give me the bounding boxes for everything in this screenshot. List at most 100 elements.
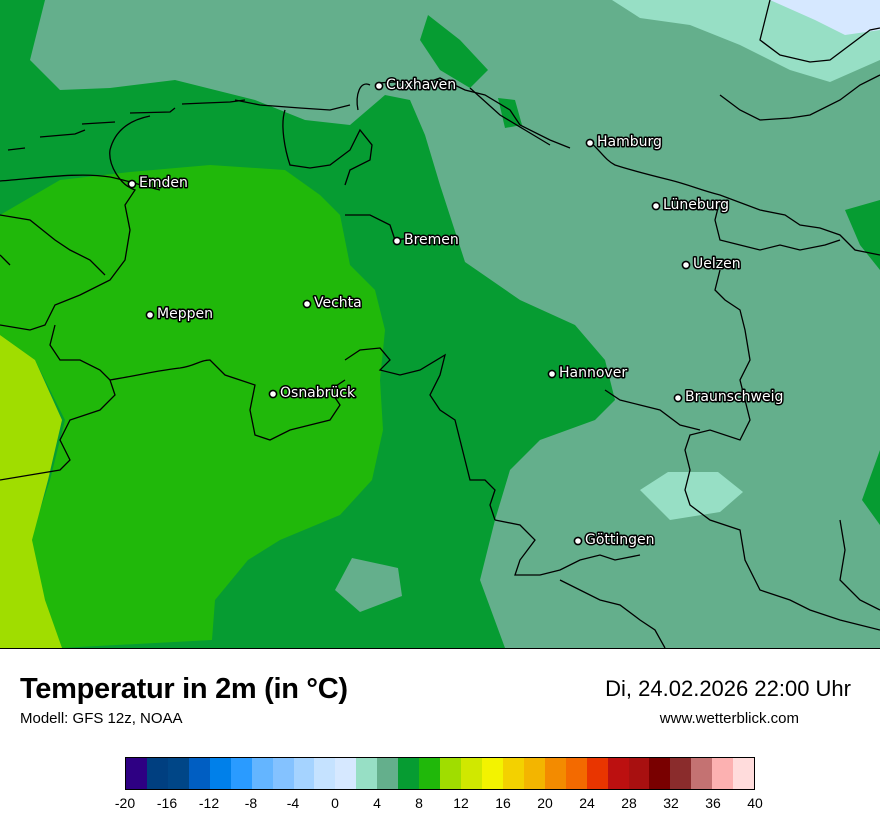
legend-swatch xyxy=(440,758,461,789)
legend-swatch xyxy=(126,758,147,789)
city-marker-dot xyxy=(145,310,155,320)
city-marker-dot xyxy=(651,201,661,211)
band-2-4-harz-patch xyxy=(640,472,743,520)
city-marker-dot xyxy=(585,138,595,148)
legend-swatch xyxy=(314,758,336,789)
city-label: Hannover xyxy=(559,365,627,381)
city-label: Osnabrück xyxy=(280,385,356,401)
legend-tick: 28 xyxy=(621,795,637,811)
city-label: Hamburg xyxy=(597,134,662,150)
map-footer: Temperatur in 2m (in °C) Modell: GFS 12z… xyxy=(0,649,880,830)
legend-tick: 12 xyxy=(453,795,469,811)
legend-swatch xyxy=(356,758,378,789)
city-marker-dot xyxy=(573,536,583,546)
legend-swatch xyxy=(712,758,734,789)
band-4-6-patch xyxy=(335,558,402,612)
legend-swatch xyxy=(481,758,503,789)
legend-swatch xyxy=(607,758,629,789)
legend-swatch xyxy=(167,758,189,789)
legend-swatch xyxy=(377,758,399,789)
legend-tick: 8 xyxy=(415,795,423,811)
legend-swatch xyxy=(272,758,294,789)
legend-tick: -8 xyxy=(244,795,258,811)
forecast-datetime: Di, 24.02.2026 22:00 Uhr xyxy=(605,676,851,701)
legend-tick: -4 xyxy=(286,795,300,811)
city-emden: Emden xyxy=(127,174,189,193)
legend-tick: 4 xyxy=(373,795,381,811)
legend-tick: -20 xyxy=(114,795,136,811)
legend-swatch xyxy=(209,758,231,789)
city-uelzen: Uelzen xyxy=(681,255,742,274)
city-hannover: Hannover xyxy=(547,364,629,383)
band-6-8-elbe-lobe xyxy=(498,98,522,128)
city-luneburg: Lüneburg xyxy=(651,196,731,215)
legend-swatch xyxy=(398,758,420,789)
model-label: Modell: GFS 12z, NOAA xyxy=(20,710,183,727)
legend-swatch xyxy=(628,758,650,789)
map-title: Temperatur in 2m (in °C) xyxy=(20,673,348,705)
city-label: Vechta xyxy=(314,295,362,311)
temperature-map[interactable]: Cuxhaven Hamburg Emden Lüneburg Bremen Uelzen… xyxy=(0,0,880,649)
legend-swatch xyxy=(146,758,168,789)
city-label: Braunschweig xyxy=(685,389,783,405)
city-vechta: Vechta xyxy=(302,294,363,313)
legend-tick: 16 xyxy=(495,795,511,811)
legend-swatch xyxy=(502,758,524,789)
map-canvas: Cuxhaven Hamburg Emden Lüneburg Bremen Uelzen… xyxy=(0,0,880,648)
city-gottingen: Göttingen xyxy=(573,531,656,550)
legend-tick: 32 xyxy=(663,795,679,811)
band-6-8-east-edge-2 xyxy=(862,450,880,525)
band-10-12-area xyxy=(0,335,62,648)
city-marker-dot xyxy=(681,260,691,270)
legend-tick: 40 xyxy=(747,795,763,811)
city-braunschweig: Braunschweig xyxy=(673,388,785,407)
legend-tick: -12 xyxy=(198,795,220,811)
band-6-8-east-edge xyxy=(845,200,880,270)
city-label: Cuxhaven xyxy=(386,77,456,93)
legend-tick: 36 xyxy=(705,795,721,811)
city-marker-dot xyxy=(302,299,312,309)
legend-ticks: -20 -16 -12 -8 -4 0 4 8 12 16 20 24 28 32 36 40 xyxy=(0,795,880,815)
band-0-2-north-east xyxy=(770,0,880,35)
legend-swatch xyxy=(691,758,713,789)
city-bremen: Bremen xyxy=(392,231,460,250)
city-marker-dot xyxy=(374,81,384,91)
legend-swatch xyxy=(461,758,482,789)
legend-tick: 24 xyxy=(579,795,595,811)
legend-swatch xyxy=(188,758,210,789)
website-link[interactable]: www.wetterblick.com xyxy=(659,710,799,727)
city-label: Uelzen xyxy=(693,256,741,272)
city-hamburg: Hamburg xyxy=(585,133,663,152)
city-marker-dot xyxy=(547,369,557,379)
legend-swatch xyxy=(565,758,587,789)
city-marker-dot xyxy=(392,236,402,246)
city-meppen: Meppen xyxy=(145,305,214,324)
city-marker-dot xyxy=(673,393,683,403)
legend-swatch xyxy=(544,758,566,789)
legend-swatch xyxy=(251,758,273,789)
city-markers: Cuxhaven Hamburg Emden Lüneburg Bremen Uelzen… xyxy=(127,76,785,550)
legend-tick: -16 xyxy=(156,795,178,811)
city-label: Lüneburg xyxy=(663,197,729,213)
city-osnabruck: Osnabrück xyxy=(268,384,357,403)
legend-swatch xyxy=(586,758,608,789)
city-label: Bremen xyxy=(404,232,459,248)
legend-tick: 0 xyxy=(331,795,339,811)
city-label: Göttingen xyxy=(585,532,655,548)
legend-swatch xyxy=(733,758,755,789)
borders xyxy=(0,0,880,648)
legend-tick: 20 xyxy=(537,795,553,811)
legend-swatch xyxy=(335,758,357,789)
city-marker-dot xyxy=(268,389,278,399)
legend-swatch xyxy=(419,758,441,789)
city-cuxhaven: Cuxhaven xyxy=(374,76,458,95)
band-6-8-cuxhaven-lobe xyxy=(420,15,488,88)
legend-swatch xyxy=(649,758,671,789)
legend-swatch xyxy=(670,758,692,789)
legend-swatch xyxy=(523,758,545,789)
city-marker-dot xyxy=(127,179,137,189)
legend-swatch xyxy=(293,758,315,789)
band-8-10-area xyxy=(0,165,385,648)
temperature-legend xyxy=(125,757,755,790)
city-label: Meppen xyxy=(157,306,213,322)
